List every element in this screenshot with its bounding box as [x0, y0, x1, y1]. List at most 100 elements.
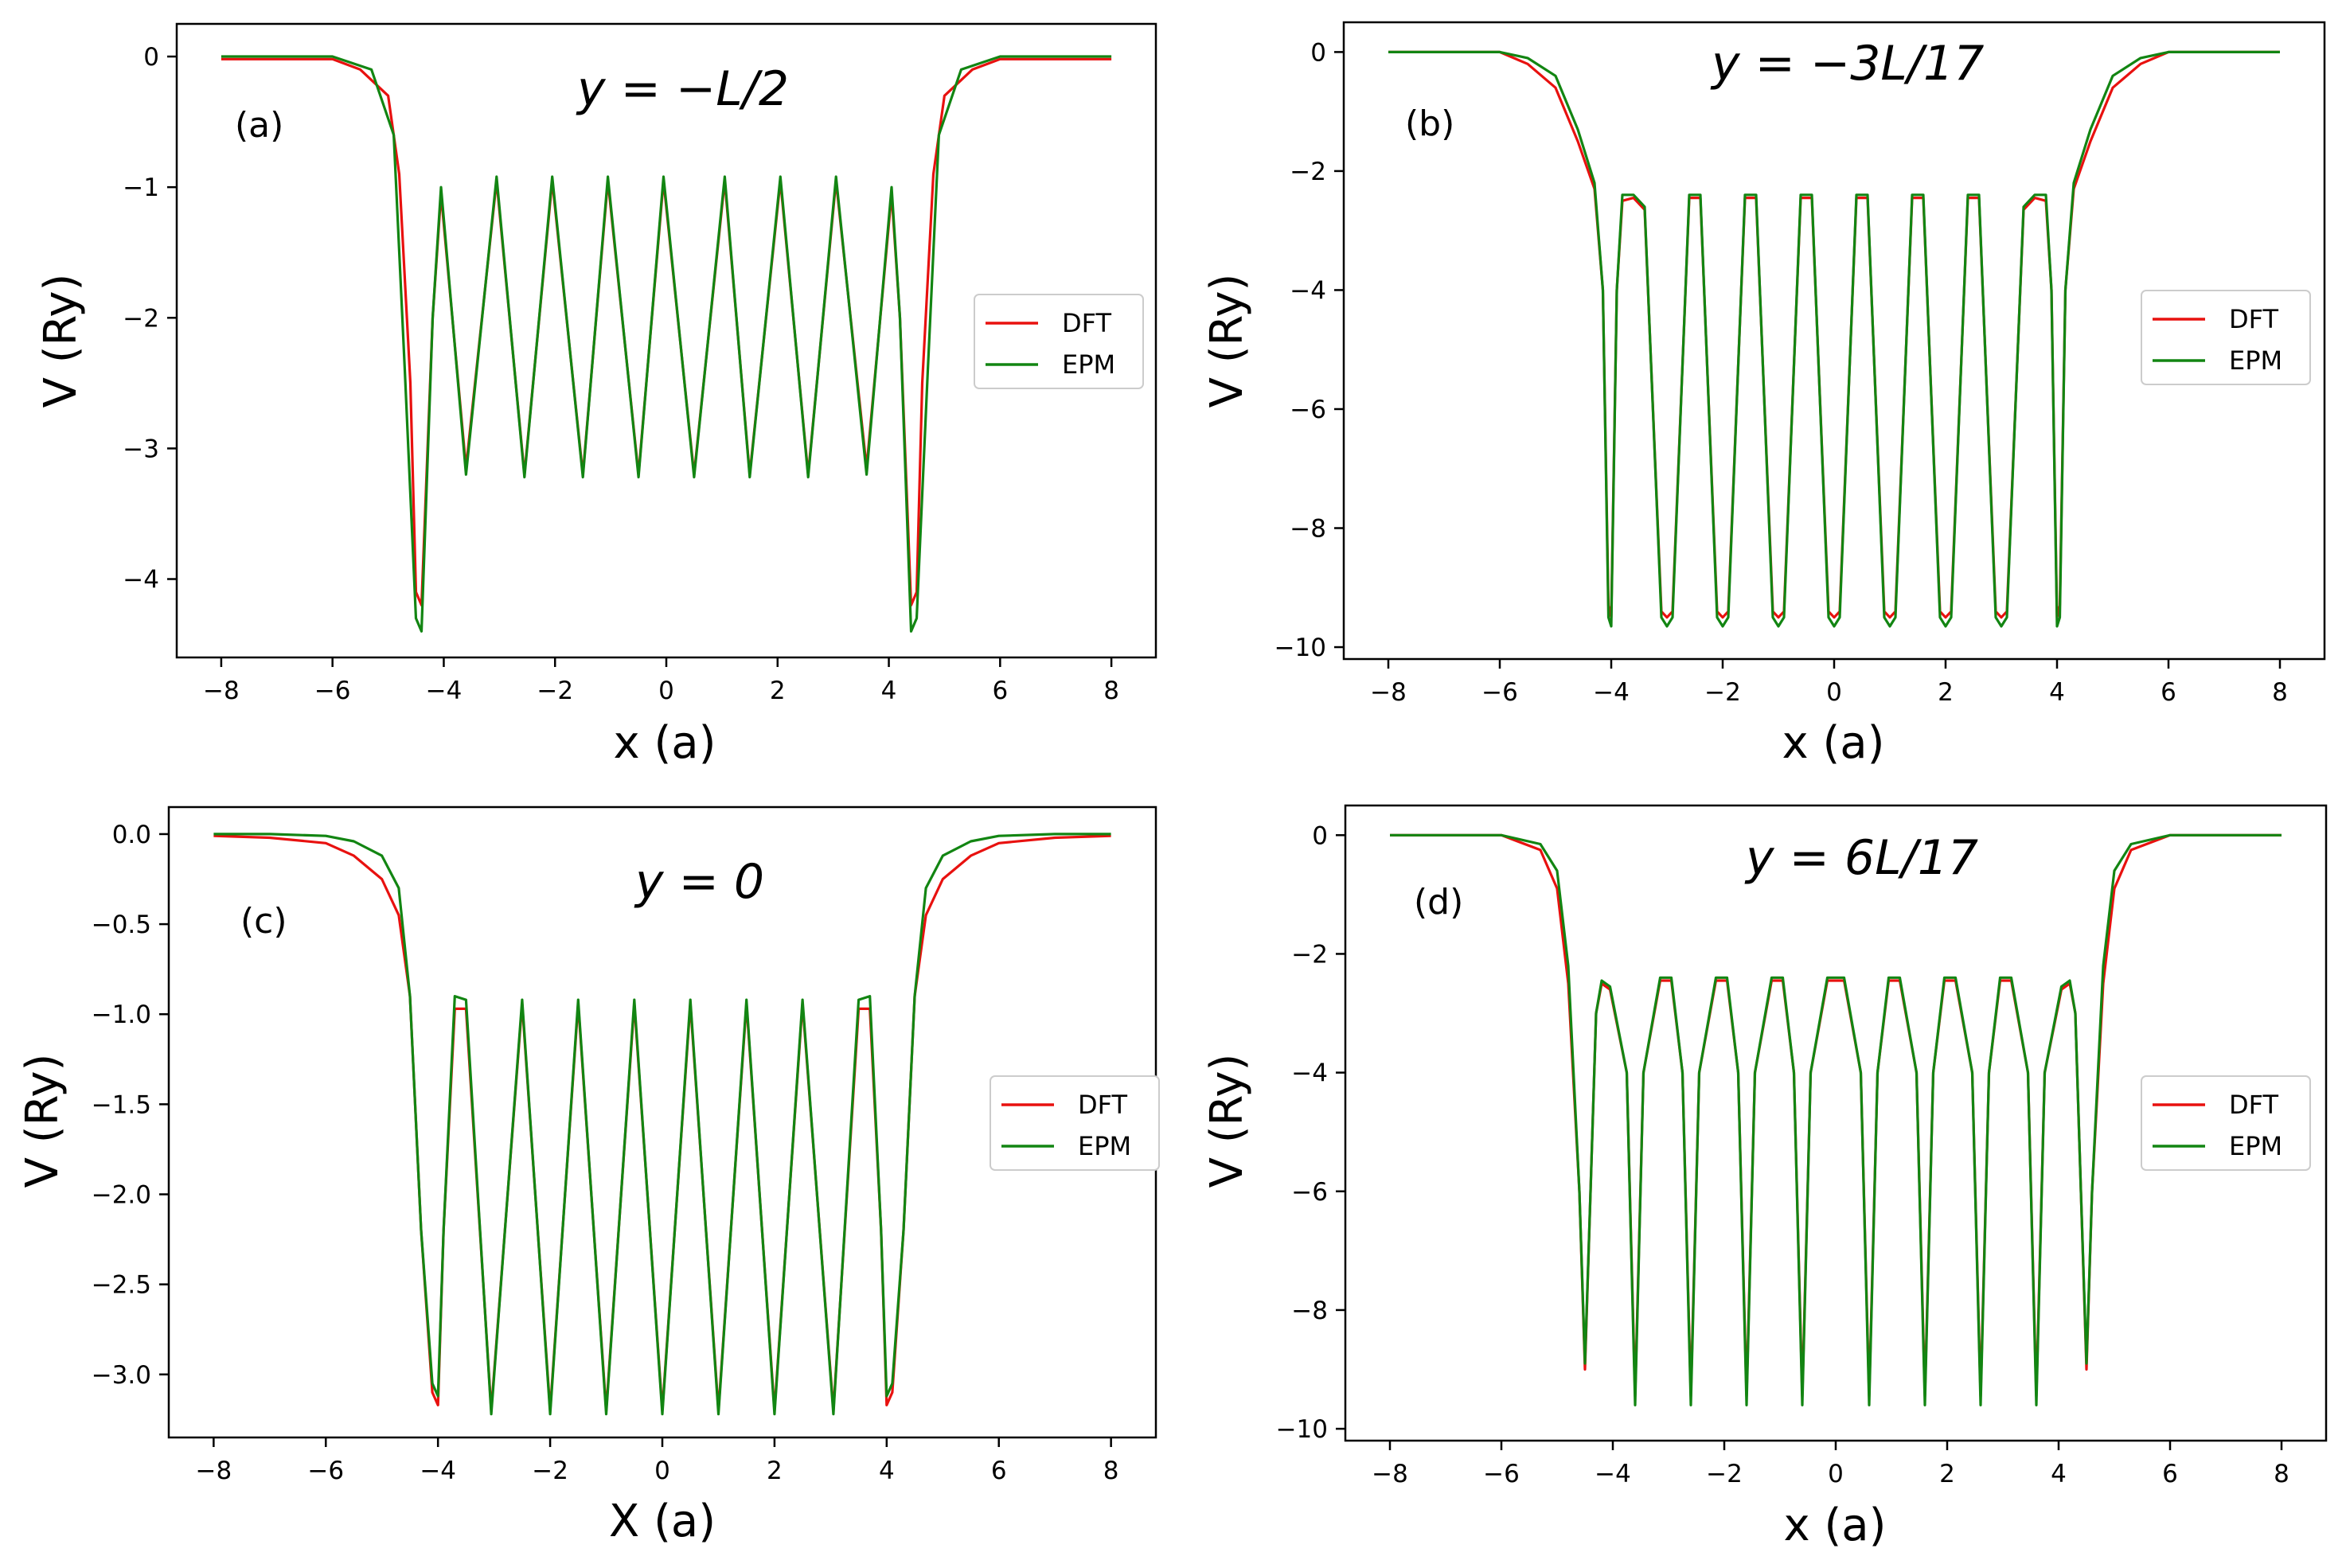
x-tick-label: 8: [2272, 678, 2288, 707]
series-line-epm: [221, 55, 1112, 633]
x-tick-label: 0: [1828, 1460, 1844, 1488]
panel-label: (c): [240, 901, 287, 942]
legend-label-dft: DFT: [2229, 304, 2278, 334]
x-tick-label: 4: [2051, 1460, 2067, 1488]
y-tick-label: −4: [1290, 276, 1326, 305]
x-tick-label: 2: [1938, 678, 1954, 707]
x-tick-label: 8: [2274, 1460, 2289, 1488]
y-axis-label: V (Ry): [1201, 1054, 1253, 1188]
x-tick-label: 4: [879, 1457, 895, 1485]
y-tick-label: 0: [1310, 38, 1326, 67]
legend-label-dft: DFT: [1062, 308, 1111, 338]
chart-panel-a: −8 −6 −4 −2 0 2 4 6 8 0 −1 −2 −3 −4 x (a) V (Ry) (a) y = …: [35, 22, 1157, 769]
x-tick-label: 0: [658, 677, 674, 705]
y-axis-label: V (Ry): [17, 1054, 68, 1188]
y-tick-label: −8: [1291, 1297, 1328, 1325]
y-axis-label: V (Ry): [35, 274, 87, 408]
x-tick-label: −6: [314, 677, 351, 705]
y-tick-label: −0.5: [92, 911, 151, 939]
x-axis-label: x (a): [614, 717, 716, 769]
y-tick-label: −2.0: [92, 1181, 151, 1210]
x-tick-label: 8: [1103, 677, 1119, 705]
x-tick-label: 0: [1826, 678, 1842, 707]
panel-annotation: y = −3L/17: [1710, 36, 1984, 92]
y-tick-label: −2: [123, 304, 159, 333]
x-tick-label: −2: [532, 1457, 568, 1485]
panel-annotation: y = −L/2: [576, 61, 789, 117]
series-line-epm: [213, 833, 1111, 1416]
x-tick-label: −4: [420, 1457, 456, 1485]
x-tick-label: 4: [2049, 678, 2065, 707]
x-tick-label: 6: [2162, 1460, 2178, 1488]
legend-label-epm: EPM: [1078, 1131, 1131, 1161]
x-tick-label: −4: [1593, 678, 1630, 707]
y-tick-label: 0.0: [112, 821, 151, 849]
x-tick-label: 2: [770, 677, 786, 705]
x-tick-label: 6: [992, 677, 1008, 705]
y-tick-label: −10: [1274, 634, 1326, 662]
panel-label: (d): [1414, 882, 1463, 922]
x-tick-label: −2: [1706, 1460, 1743, 1488]
chart-panel-d: −8 −6 −4 −2 0 2 4 6 8 0 −2 −4 −6 −8 −10 x (a) V (Ry) (d) y…: [1201, 804, 2328, 1551]
y-tick-label: −2: [1290, 158, 1326, 186]
x-tick-label: 6: [991, 1457, 1007, 1485]
chart-panel-b: −8 −6 −4 −2 0 2 4 6 8 0 −2 −4 −6 −8 −10 x (a) V (Ry) (b) y…: [1201, 21, 2326, 769]
x-axis-label: X (a): [609, 1496, 716, 1547]
x-tick-label: −2: [537, 677, 573, 705]
x-tick-label: 8: [1103, 1457, 1119, 1485]
chart-panel-c: −8 −6 −4 −2 0 2 4 6 8 0.0 −0.5 −1.0 −1.5 −2.0 −2.5 −3.0…: [17, 805, 1160, 1547]
series-line-dft: [1390, 833, 2282, 1398]
y-tick-label: −4: [1291, 1059, 1328, 1088]
y-tick-label: −1: [123, 174, 159, 202]
x-tick-label: 2: [767, 1457, 783, 1485]
x-tick-label: −6: [307, 1457, 344, 1485]
series-line-epm: [1388, 50, 2280, 628]
y-tick-label: −1.5: [92, 1090, 151, 1119]
series-line-epm: [1390, 833, 2282, 1406]
x-tick-label: −8: [203, 677, 240, 705]
legend: DFT EPM: [990, 1075, 1160, 1171]
x-tick-label: 2: [1939, 1460, 1955, 1488]
x-tick-label: −8: [1370, 678, 1407, 707]
x-tick-label: −8: [1372, 1460, 1408, 1488]
y-tick-label: −4: [123, 566, 159, 595]
y-tick-label: 0: [143, 43, 159, 72]
legend-label-epm: EPM: [2229, 1131, 2282, 1161]
y-tick-label: −6: [1291, 1178, 1328, 1207]
y-tick-label: −8: [1290, 515, 1326, 544]
x-axis-label: x (a): [1784, 1500, 1887, 1551]
legend-label-epm: EPM: [1062, 349, 1115, 380]
legend-box: [2141, 1075, 2311, 1171]
legend-label-dft: DFT: [2229, 1090, 2278, 1120]
series-line-dft: [213, 834, 1111, 1412]
legend-box: [990, 1075, 1160, 1171]
x-tick-label: −4: [1595, 1460, 1631, 1488]
x-tick-label: −8: [196, 1457, 232, 1485]
x-tick-label: −2: [1704, 678, 1741, 707]
panel-annotation: y = 6L/17: [1744, 830, 1978, 886]
y-tick-label: −2: [1291, 940, 1328, 969]
legend: DFT EPM: [974, 294, 1144, 389]
x-tick-label: −6: [1483, 1460, 1520, 1488]
x-tick-label: 4: [881, 677, 897, 705]
x-axis-label: x (a): [1782, 717, 1885, 769]
x-tick-label: 6: [2161, 678, 2176, 707]
y-tick-label: 0: [1312, 821, 1328, 850]
panel-annotation: y = 0: [634, 854, 764, 910]
y-tick-label: −3: [123, 435, 159, 463]
legend: DFT EPM: [2141, 1075, 2311, 1171]
y-tick-label: −3.0: [92, 1361, 151, 1390]
y-tick-label: −2.5: [92, 1271, 151, 1300]
legend-label-dft: DFT: [1078, 1090, 1127, 1120]
legend: DFT EPM: [2141, 290, 2311, 385]
y-axis-label: V (Ry): [1201, 274, 1253, 408]
panel-label: (a): [235, 105, 283, 146]
y-tick-label: −10: [1276, 1415, 1328, 1444]
x-tick-label: 0: [654, 1457, 670, 1485]
legend-box: [2141, 290, 2311, 385]
legend-label-epm: EPM: [2229, 345, 2282, 376]
y-tick-label: −1.0: [92, 1000, 151, 1029]
legend-box: [974, 294, 1144, 389]
x-tick-label: −4: [426, 677, 463, 705]
